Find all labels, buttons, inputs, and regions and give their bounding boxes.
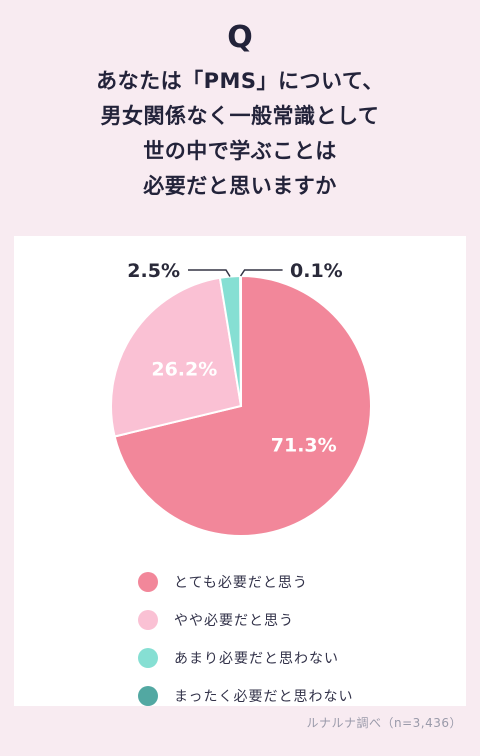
slice-not-necessary-at-all xyxy=(239,274,242,407)
legend: とても必要だと思う やや必要だと思う あまり必要だと思わない まったく必要だと思… xyxy=(138,563,353,715)
slice-very-necessary xyxy=(113,274,372,537)
legend-item: とても必要だと思う xyxy=(138,563,353,601)
chart-card: 71.3% 26.2% 2.5% 0.1% とても必要だと思う やや必要だと思う あま… xyxy=(14,236,466,706)
callout-line xyxy=(239,269,283,277)
legend-label: やや必要だと思う xyxy=(174,613,294,629)
pie-chart: 71.3% 26.2% 2.5% 0.1% xyxy=(110,260,372,537)
source-note: ルナルナ調べ（n=3,436） xyxy=(306,716,462,730)
question-line: あなたは「PMS」について、 xyxy=(96,69,384,93)
question-text: あなたは「PMS」について、 男女関係なく一般常識として 世の中で学ぶことは 必… xyxy=(20,64,460,204)
slice-value-label: 26.2% xyxy=(151,358,217,380)
question-line: 必要だと思いますか xyxy=(143,174,337,198)
legend-label: あまり必要だと思わない xyxy=(174,651,339,667)
slice-value-label: 71.3% xyxy=(271,434,337,456)
question-marker: Q xyxy=(227,20,253,55)
question-line: 男女関係なく一般常識として xyxy=(100,104,380,128)
legend-swatch xyxy=(138,648,158,668)
legend-swatch xyxy=(138,610,158,630)
question-line: 世の中で学ぶことは xyxy=(143,139,337,163)
legend-swatch xyxy=(138,572,158,592)
legend-label: まったく必要だと思わない xyxy=(174,689,354,705)
slice-somewhat-necessary xyxy=(110,276,243,438)
legend-item: あまり必要だと思わない xyxy=(138,639,353,677)
slice-value-label: 0.1% xyxy=(290,260,343,282)
legend-item: やや必要だと思う xyxy=(138,601,353,639)
legend-swatch xyxy=(138,686,158,706)
legend-label: とても必要だと思う xyxy=(174,575,308,591)
callout-line xyxy=(187,269,231,277)
slice-value-label: 2.5% xyxy=(127,260,180,282)
legend-item: まったく必要だと思わない xyxy=(138,677,353,715)
